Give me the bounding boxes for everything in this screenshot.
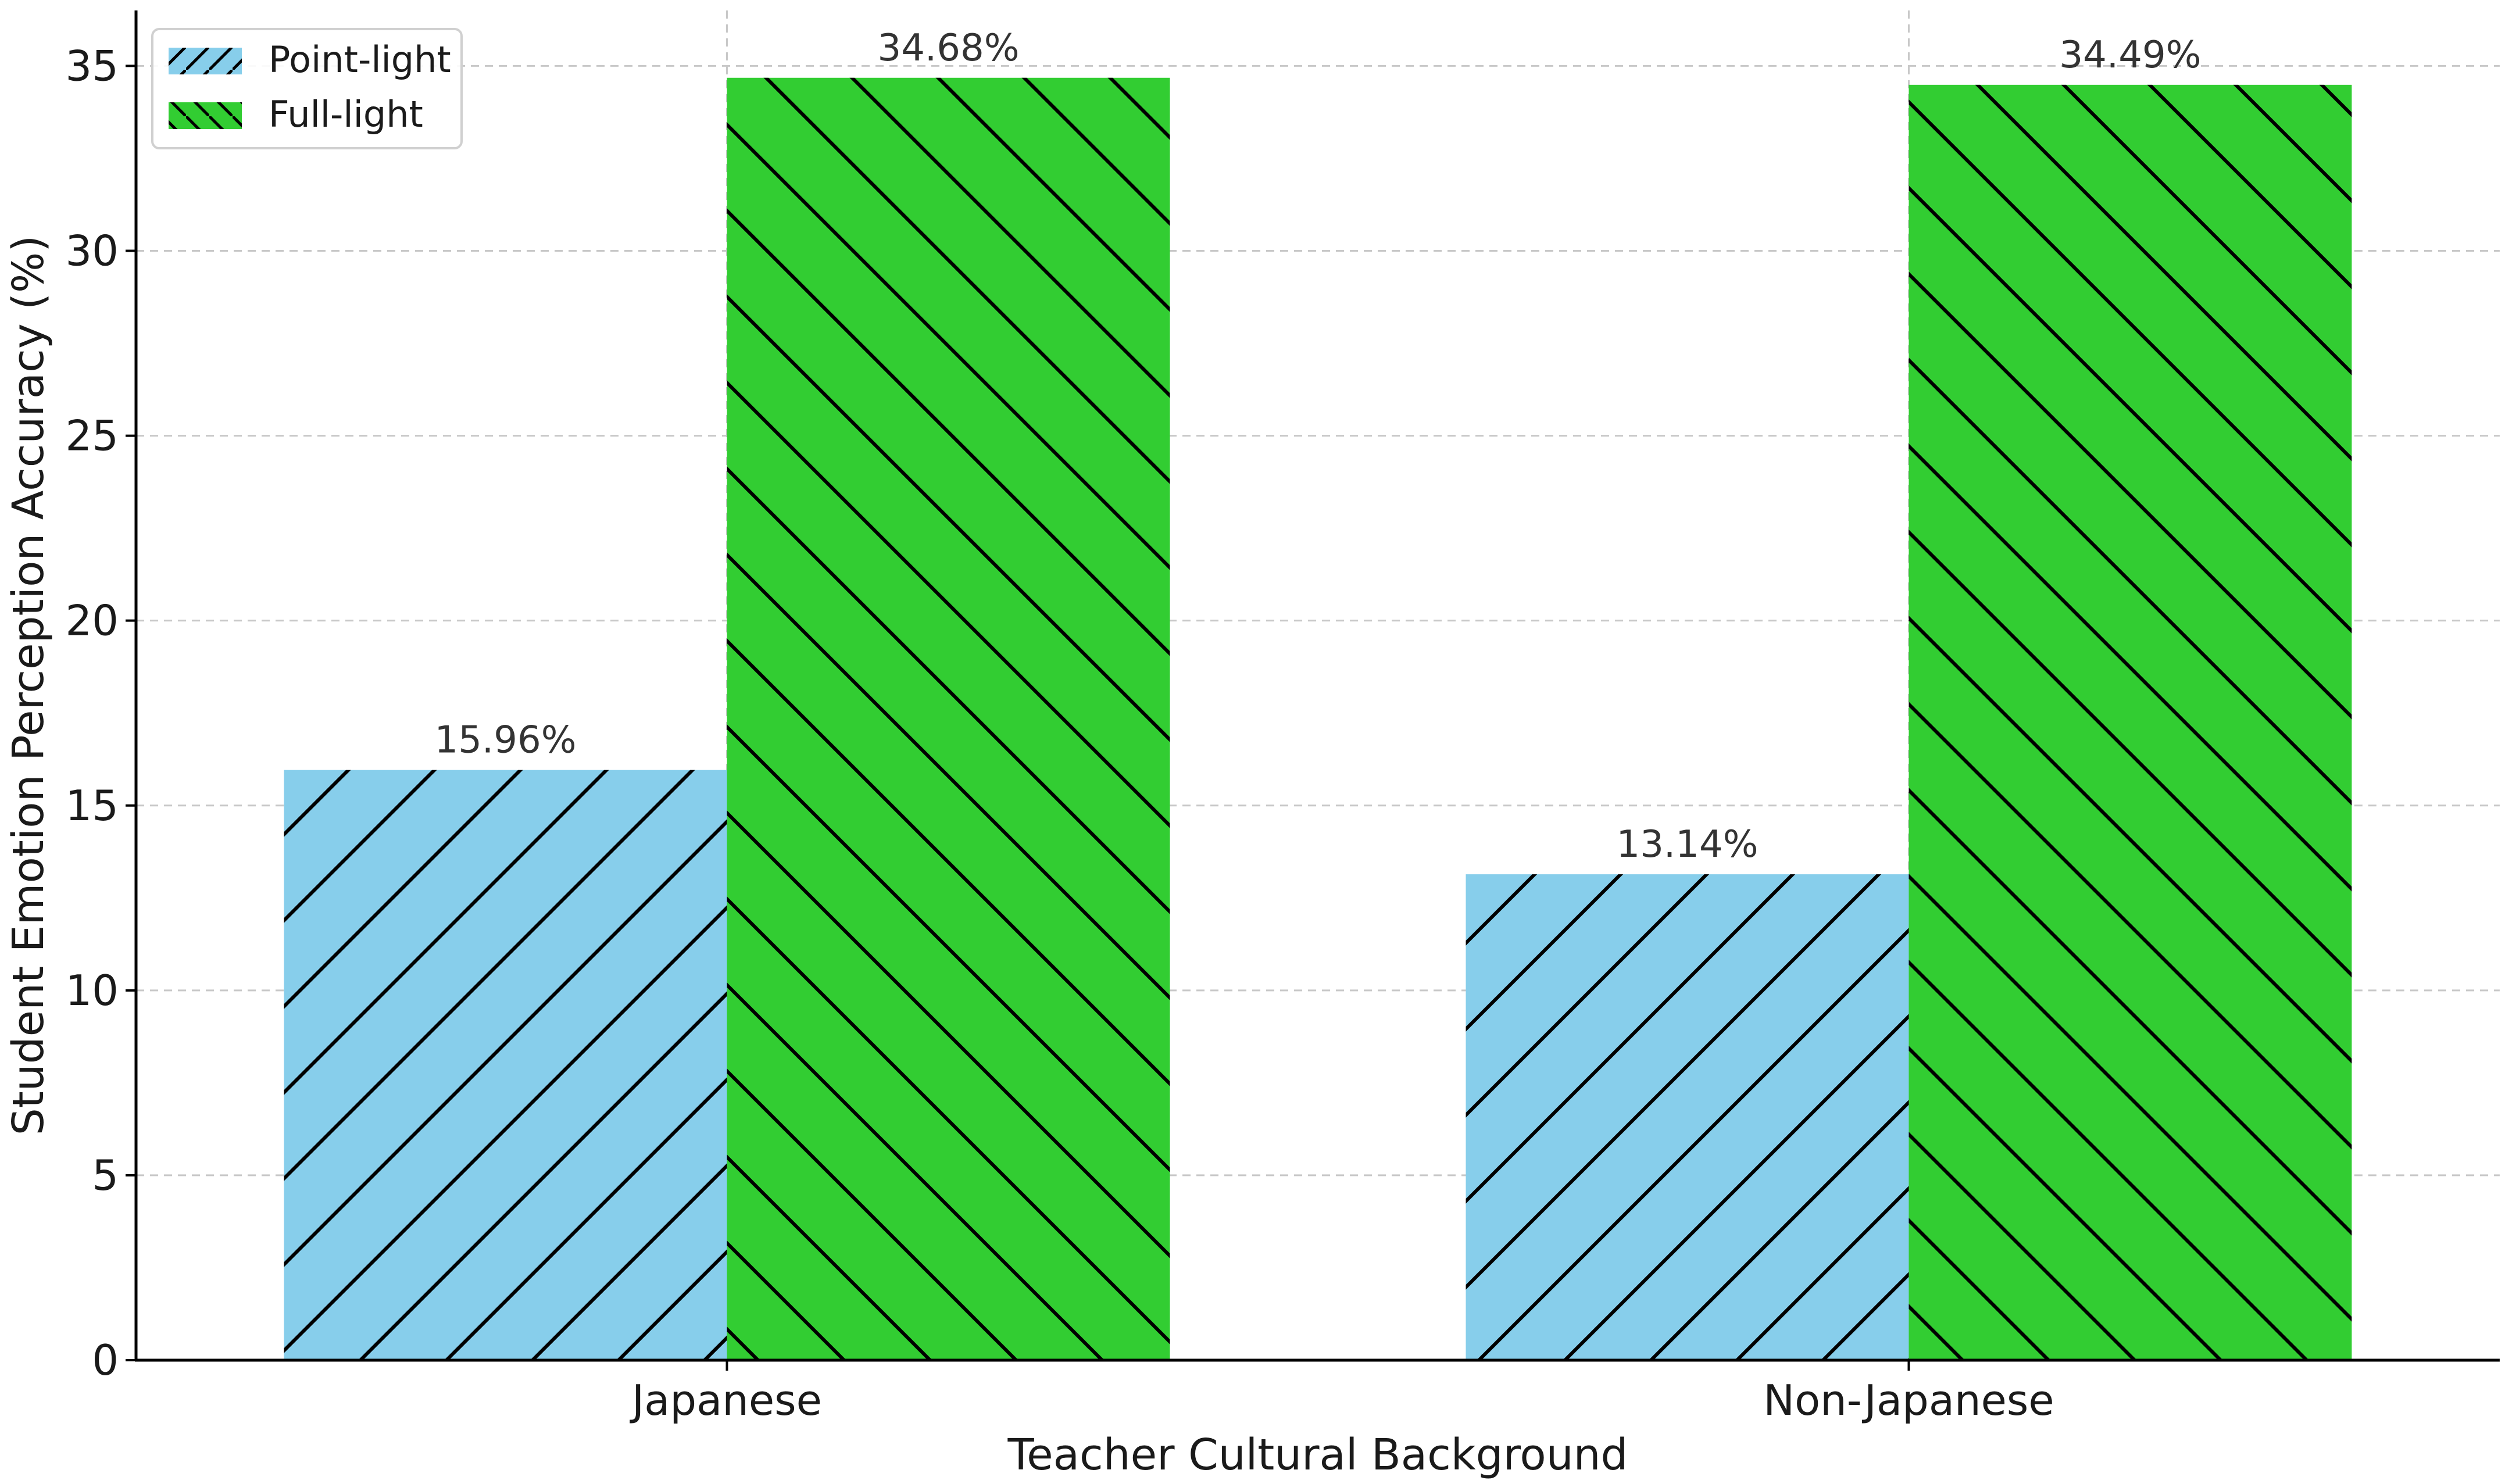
y-tick-label: 25 [65,412,119,460]
data-label: 15.96% [434,719,576,762]
legend-label: Full-light [269,93,423,135]
bar-hatch [1466,874,1909,1360]
y-tick-label: 20 [65,596,119,645]
y-axis-title: Student Emotion Perception Accuracy (%) [3,235,53,1135]
bar-hatch [1908,84,2352,1360]
y-tick-label: 35 [65,41,119,90]
legend: Point-light Full-light [151,28,463,149]
x-tick-label: Non-Japanese [1763,1376,2054,1425]
y-tick-label: 30 [65,227,119,276]
bar-hatch [727,77,1170,1360]
x-tick-label: Japanese [630,1376,822,1425]
data-label: 34.68% [877,27,1019,70]
y-tick-label: 0 [92,1336,119,1385]
legend-label: Point-light [269,38,451,81]
data-label: 13.14% [1616,823,1758,866]
data-label: 34.49% [2059,34,2201,77]
x-axis-title: Teacher Cultural Background [1007,1430,1628,1480]
legend-swatch-hatch [169,48,242,74]
legend-swatch-hatch [169,102,242,129]
bars-layer [284,77,2352,1360]
y-tick-label: 5 [92,1151,119,1200]
bar-hatch [284,770,727,1360]
axes-layer: 0 5 10 15 20 25 30 35 Japanese Non-Japanese Teache… [3,10,2500,1480]
labels-layer: 15.96% 13.14% 34.68% 34.49% [434,27,2201,866]
y-tick-label: 10 [65,966,119,1015]
y-tick-label: 15 [65,781,119,830]
